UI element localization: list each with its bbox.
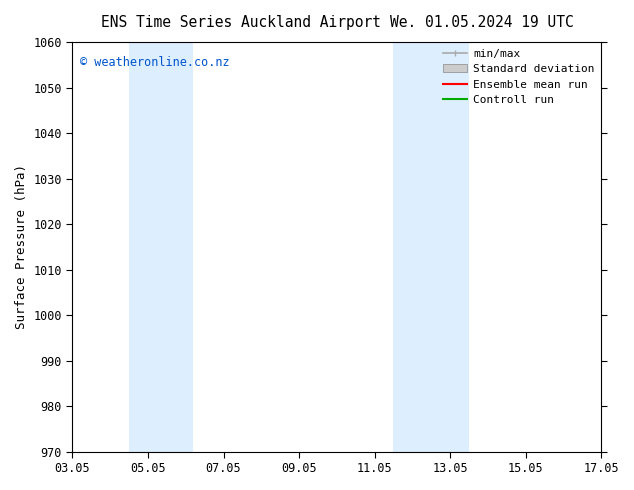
Bar	[129, 42, 193, 452]
Text: We. 01.05.2024 19 UTC: We. 01.05.2024 19 UTC	[390, 15, 574, 30]
Bar	[394, 42, 469, 452]
Y-axis label: Surface Pressure (hPa): Surface Pressure (hPa)	[15, 164, 28, 329]
Text: ENS Time Series Auckland Airport: ENS Time Series Auckland Airport	[101, 15, 381, 30]
Legend: min/max, Standard deviation, Ensemble mean run, Controll run: min/max, Standard deviation, Ensemble me…	[439, 44, 599, 110]
Text: © weatheronline.co.nz: © weatheronline.co.nz	[81, 56, 230, 70]
